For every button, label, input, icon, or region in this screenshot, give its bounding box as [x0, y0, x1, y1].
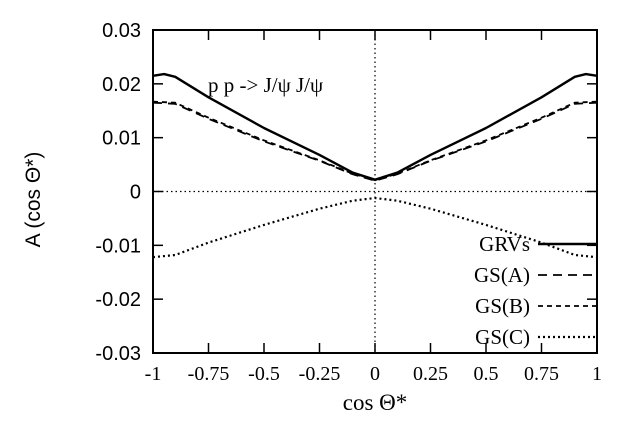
x-axis-title: cos Θ*: [343, 390, 408, 415]
x-tick-label: 1: [592, 363, 602, 385]
x-tick-label: 0.75: [524, 363, 559, 385]
y-tick-label: -0.01: [95, 235, 141, 257]
legend-label: GS(A): [474, 263, 530, 287]
series-line-2: [152, 100, 598, 182]
y-tick-label: 0.01: [102, 128, 141, 150]
y-tick-label: 0.02: [102, 74, 141, 96]
legend: GRVs GS(A) GS(B) GS(C): [474, 232, 598, 349]
y-tick-label: 0.03: [102, 20, 141, 42]
y-tick-label: -0.02: [95, 289, 141, 311]
x-tick-label: -1: [145, 363, 162, 385]
x-tick-label: 0.25: [413, 363, 448, 385]
chart-annotation: p p -> J/ψ J/ψ: [208, 73, 323, 97]
y-axis-title: A (cos Θ*): [22, 152, 45, 248]
legend-label: GRVs: [479, 232, 530, 256]
y-tick-label: 0: [130, 182, 141, 204]
series-line-1: [152, 101, 598, 182]
reference-lines: [153, 30, 597, 353]
x-tick-label: -0.75: [188, 363, 230, 385]
x-tick-label: -0.25: [299, 363, 341, 385]
legend-label: GS(C): [475, 325, 530, 349]
series-line-3: [152, 196, 598, 259]
series-lines: [152, 72, 598, 259]
axis-ticks: -0.03 -0.02 -0.01 0 0.01 0.02 0.03 -1 -0.75 -0.5-…: [95, 20, 602, 385]
x-tick-label: 0.5: [474, 363, 499, 385]
x-tick-label: -0.5: [248, 363, 280, 385]
y-tick-label: -0.03: [95, 343, 141, 365]
legend-label: GS(B): [475, 294, 530, 318]
x-tick-label: 0: [370, 363, 380, 385]
